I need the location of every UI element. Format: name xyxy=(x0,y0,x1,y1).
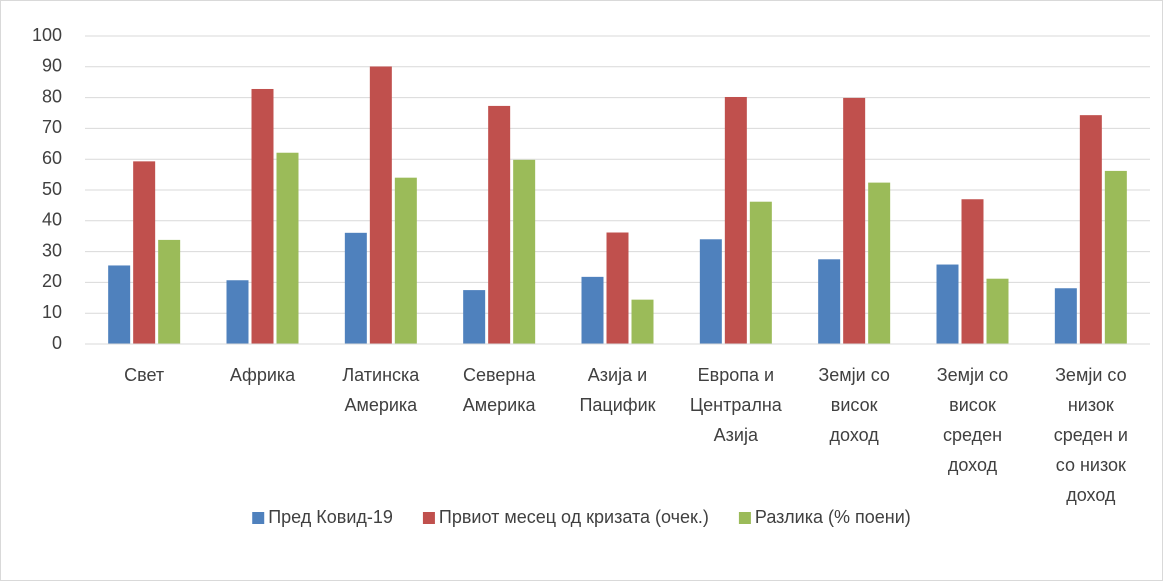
x-tick-label: Свет xyxy=(124,365,164,385)
bar xyxy=(276,152,299,344)
y-tick-label: 60 xyxy=(42,148,62,168)
y-tick-label: 10 xyxy=(42,302,62,322)
bar xyxy=(488,105,511,344)
y-tick-label: 80 xyxy=(42,86,62,106)
legend-label: Првиот месец од кризата (очек.) xyxy=(439,507,709,527)
x-tick-label: Земји со низок среден и со низок доход xyxy=(1054,365,1128,505)
bar xyxy=(1104,170,1127,344)
y-tick-label: 90 xyxy=(42,56,62,76)
y-tick-label: 40 xyxy=(42,210,62,230)
bar xyxy=(724,96,747,344)
bar xyxy=(936,264,959,344)
bar xyxy=(1054,288,1077,344)
x-tick-label: Земји со висок среден доход xyxy=(937,365,1009,475)
legend-item: Пред Ковид-19 xyxy=(252,507,393,527)
x-tick-label: Европа и Централна Азија xyxy=(690,365,783,445)
x-tick-label: Латинска Америка xyxy=(342,365,420,415)
x-tick-label: Земји со висок доход xyxy=(818,365,890,445)
legend-swatch xyxy=(252,512,265,524)
bar xyxy=(581,276,604,344)
bar xyxy=(513,159,536,344)
x-tick-label: Северна Америка xyxy=(463,365,537,415)
bar xyxy=(133,161,156,344)
bar xyxy=(369,66,392,344)
bar xyxy=(986,278,1009,344)
bar xyxy=(463,290,486,344)
bar xyxy=(749,201,772,344)
y-tick-label: 0 xyxy=(52,333,62,353)
bar xyxy=(108,265,131,344)
bar xyxy=(843,97,866,345)
bar xyxy=(631,299,654,344)
y-tick-label: 70 xyxy=(42,117,62,137)
legend-label: Пред Ковид-19 xyxy=(268,507,393,527)
bar xyxy=(394,177,417,344)
bar xyxy=(1079,115,1102,344)
legend-item: Првиот месец од кризата (очек.) xyxy=(422,507,709,527)
legend-swatch xyxy=(422,512,435,524)
x-tick-label: Азија и Пацифик xyxy=(579,365,655,415)
y-tick-label: 50 xyxy=(42,179,62,199)
bar xyxy=(699,239,722,344)
bar xyxy=(226,280,249,344)
bar xyxy=(818,259,841,344)
legend-label: Разлика (% поени) xyxy=(755,507,911,527)
bar xyxy=(158,239,181,344)
bar xyxy=(344,232,367,344)
y-tick-label: 20 xyxy=(42,271,62,291)
legend-swatch xyxy=(738,512,751,524)
y-tick-label: 30 xyxy=(42,240,62,260)
bar xyxy=(868,182,891,344)
x-tick-label: Африка xyxy=(230,365,296,385)
bar xyxy=(961,199,984,344)
legend-item: Разлика (% поени) xyxy=(738,507,911,527)
bar xyxy=(251,88,274,344)
y-tick-label: 100 xyxy=(32,25,62,45)
bar xyxy=(606,232,629,344)
